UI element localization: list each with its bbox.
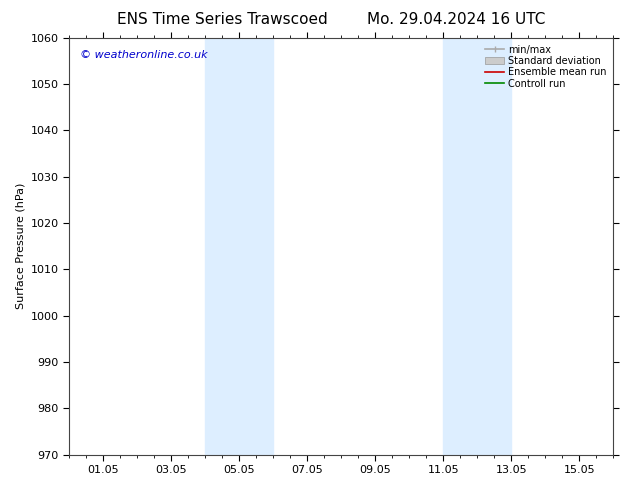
Text: © weatheronline.co.uk: © weatheronline.co.uk: [80, 50, 207, 60]
Bar: [443, 38, 512, 455]
Bar: [205, 38, 273, 455]
Text: Mo. 29.04.2024 16 UTC: Mo. 29.04.2024 16 UTC: [367, 12, 546, 27]
Legend: min/max, Standard deviation, Ensemble mean run, Controll run: min/max, Standard deviation, Ensemble me…: [483, 43, 609, 91]
Text: ENS Time Series Trawscoed: ENS Time Series Trawscoed: [117, 12, 327, 27]
Y-axis label: Surface Pressure (hPa): Surface Pressure (hPa): [15, 183, 25, 309]
